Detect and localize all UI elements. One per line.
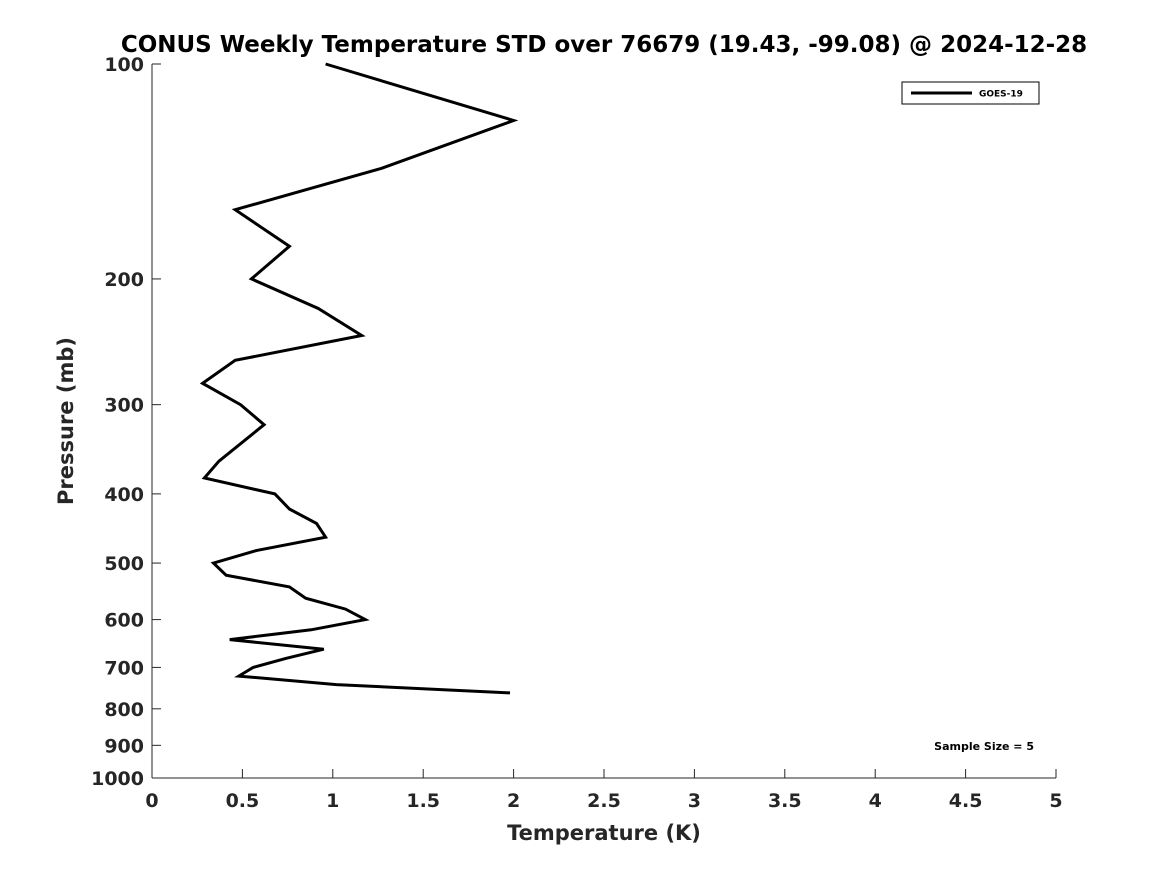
x-tick-label: 2 [507,790,520,812]
legend: GOES-19 [901,81,1040,105]
x-tick-label: 3 [688,790,701,812]
sample-size-annotation: Sample Size = 5 [934,740,1034,753]
series-line-goes-19 [199,62,519,695]
x-tick-label: 4 [869,790,882,812]
y-tick-label: 900 [104,735,144,757]
x-tick-label: 2.5 [587,790,621,812]
y-tick-label: 100 [104,54,144,76]
x-tick-label: 1 [326,790,339,812]
y-axis-label: Pressure (mb) [54,337,78,505]
x-tick-label: 4.5 [949,790,983,812]
y-tick-label: 500 [104,553,144,575]
y-tick-label: 600 [104,610,144,632]
y-tick-label: 300 [104,395,144,417]
x-tick-label: 0.5 [226,790,260,812]
x-axis-label: Temperature (K) [507,821,701,845]
y-tick-label: 200 [104,269,144,291]
x-tick-label: 3.5 [768,790,802,812]
x-tick-label: 0 [145,790,158,812]
y-tick-label: 400 [104,484,144,506]
y-tick-label: 800 [104,699,144,721]
y-tick-label: 700 [104,657,144,679]
y-tick-label: 1000 [91,768,144,790]
x-tick-label: 1.5 [406,790,440,812]
chart-title: CONUS Weekly Temperature STD over 76679 … [121,32,1087,58]
legend-label-goes-19: GOES-19 [979,90,1023,100]
x-tick-label: 5 [1049,790,1062,812]
